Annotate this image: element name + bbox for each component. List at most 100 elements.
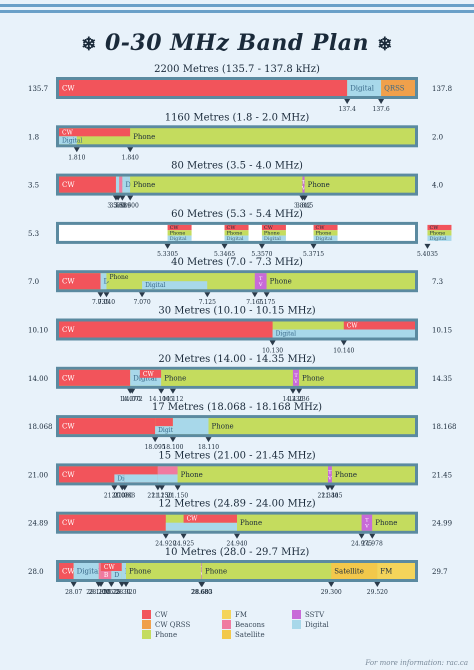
legend-label: SSTV <box>305 610 325 619</box>
tick-label: 7.175 <box>258 299 275 306</box>
band-title: 20 Metres (14.00 - 14.35 MHz) <box>158 354 315 365</box>
tick-marker <box>97 292 104 298</box>
maple-leaf-icon: ❄ <box>81 34 97 55</box>
segment-phone <box>130 176 303 193</box>
segment-satellite <box>331 563 378 579</box>
segment-phone <box>304 176 415 193</box>
tick-marker <box>251 292 258 298</box>
tick-label: 3.583 <box>110 203 127 210</box>
segment-digital <box>59 136 77 145</box>
segment-cw <box>59 273 101 290</box>
segment-label: T <box>328 469 332 475</box>
segment-label: Phone <box>308 181 330 189</box>
tick-label: 3.842 <box>294 203 311 210</box>
segment-sstv <box>292 369 300 386</box>
legend-swatch <box>292 610 301 619</box>
segment-phone <box>161 369 293 386</box>
segment-beacons <box>100 571 112 579</box>
footer-note: For more information: rac.ca <box>365 659 468 667</box>
legend-swatch <box>222 620 231 629</box>
segment-label: D <box>125 181 131 189</box>
tick-label: 137.6 <box>373 106 390 113</box>
segment-digital <box>155 426 173 435</box>
tick-marker <box>154 485 161 491</box>
segment-label: CW <box>62 181 75 189</box>
tick-label: 14.230 <box>282 396 303 403</box>
tick-label: 10.140 <box>333 348 354 355</box>
legend-swatch <box>142 610 151 619</box>
segment-label: Digital <box>276 331 296 338</box>
tick-label: 18.095 <box>145 444 166 451</box>
legend-label: Digital <box>305 620 329 629</box>
tick-label: 14.072 <box>122 396 143 403</box>
band-start-label: 14.00 <box>28 375 48 383</box>
tick-label: 29.300 <box>321 589 342 596</box>
segment-label: Phone <box>302 374 324 382</box>
legend-label: CW <box>155 610 168 619</box>
channel-label: Digital <box>170 236 187 242</box>
band-end-label: 7.3 <box>432 278 443 286</box>
maple-leaf-icon: ❄ <box>377 34 393 55</box>
segment-phone <box>299 369 415 386</box>
channel-phone-segment <box>313 230 338 236</box>
segment-label: Phone <box>109 274 128 281</box>
segment-label: Phone <box>129 568 151 576</box>
tick-label: 28.30 <box>113 589 130 596</box>
segment-fm <box>377 563 415 579</box>
segment-label: T <box>294 373 298 379</box>
tick-marker <box>301 195 308 201</box>
segment-label: B <box>104 572 109 579</box>
tick-label: 5.3715 <box>303 251 324 258</box>
legend-label: FM <box>235 610 248 619</box>
tick-label: 24.940 <box>227 541 248 548</box>
band-end-label: 4.0 <box>432 182 443 190</box>
tick-label: 24.920 <box>155 541 176 548</box>
channel-label: Phone <box>429 231 445 237</box>
channel-digital-segment <box>261 235 286 241</box>
tick-label: 18.110 <box>198 444 219 451</box>
tick-marker <box>162 533 169 539</box>
tick-label: 21.070 <box>104 492 125 499</box>
tick-marker <box>169 388 176 394</box>
band-end-label: 24.99 <box>432 520 452 528</box>
tick-marker <box>344 99 351 104</box>
segment-digital <box>122 176 131 193</box>
tick-label: 3.589 <box>114 203 131 210</box>
segment-label: D <box>104 278 110 286</box>
tick-marker <box>328 582 335 587</box>
tick-marker <box>199 582 206 587</box>
segment-label: V <box>293 379 298 385</box>
segment-label: Digital <box>62 137 82 144</box>
tick-marker <box>119 195 126 201</box>
band-title: 17 Metres (18.068 - 18.168 MHz) <box>152 402 322 413</box>
legend-label: Beacons <box>235 620 265 629</box>
segment-cw <box>183 514 237 523</box>
band-start-label: 10.10 <box>28 327 48 335</box>
segment-phone <box>126 563 202 579</box>
segment-label: Phone <box>133 133 155 141</box>
tick-marker <box>129 388 136 394</box>
legend-item: Phone <box>142 630 177 639</box>
tick-marker <box>258 243 265 249</box>
segment-label: Digital <box>145 282 165 289</box>
channel-digital-segment <box>167 235 192 241</box>
band-end-label: 10.15 <box>432 327 452 335</box>
tick-label: 10.130 <box>262 348 283 355</box>
tick-label: 7.070 <box>133 299 150 306</box>
channel-label: CW <box>429 225 439 231</box>
tick-marker <box>174 485 181 491</box>
segment-label: CW <box>62 326 75 334</box>
segment-label: CW <box>62 471 75 479</box>
tick-marker <box>310 243 317 249</box>
channel-cw-segment <box>224 224 249 231</box>
tick-marker <box>374 582 381 587</box>
tick-label: 24.925 <box>173 541 194 548</box>
band-start-label: 24.89 <box>28 520 48 528</box>
segment-digital <box>347 80 382 96</box>
segment-cw <box>59 514 166 531</box>
tick-label: 7.165 <box>246 299 263 306</box>
segment-label: T <box>302 180 306 186</box>
band-title: 10 Metres (28.0 - 29.7 MHz) <box>165 547 310 558</box>
segment-label: Phone <box>270 278 292 286</box>
segment-label: Phone <box>212 423 234 431</box>
